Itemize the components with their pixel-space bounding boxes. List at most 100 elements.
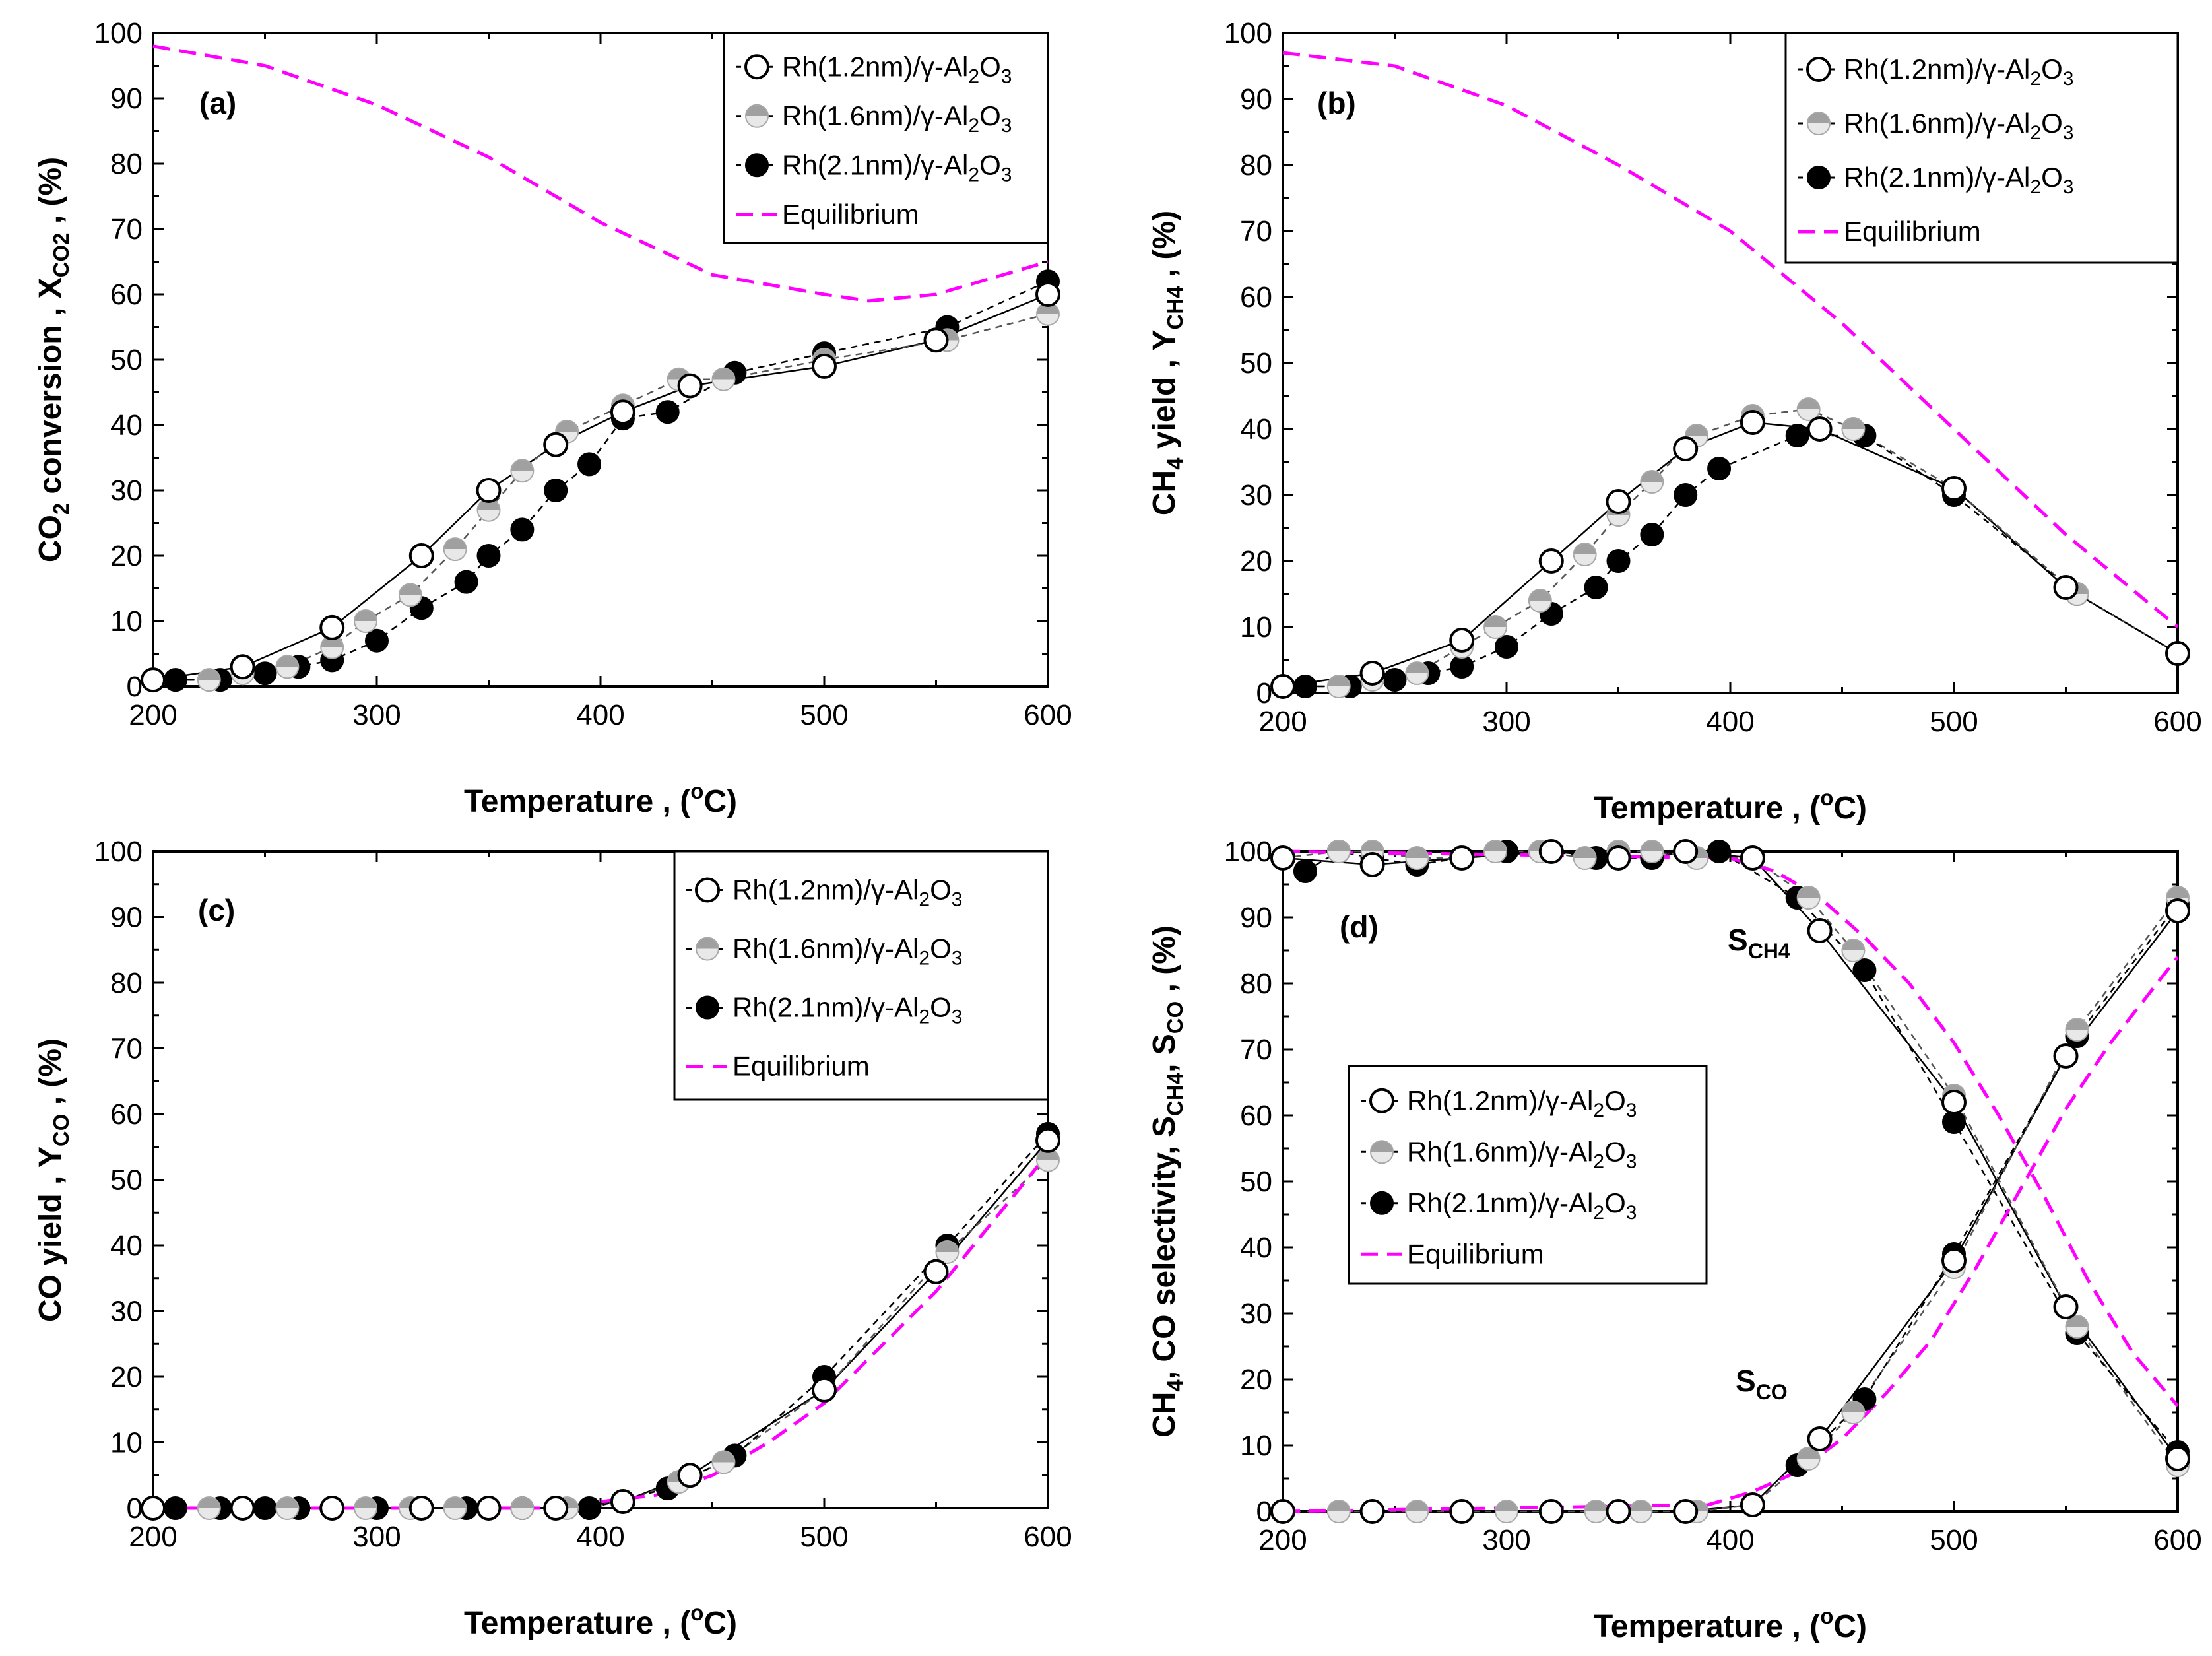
legend-entry-rh12: Rh(1.2nm)/γ-Al2O3 — [686, 875, 962, 911]
data-point-open — [1538, 548, 1564, 574]
y-tick-label: 50 — [1240, 1166, 1272, 1198]
legend-label-rh12: Rh(1.2nm)/γ-Al2O3 — [1407, 1085, 1637, 1121]
y-axis-label: CO yield , YCO , (%) — [33, 1038, 73, 1322]
data-point-half — [443, 537, 467, 562]
data-point-filled — [510, 517, 535, 542]
y-tick-label: 80 — [110, 148, 143, 180]
data-point-filled — [454, 570, 478, 594]
data-point-open — [1449, 628, 1475, 653]
data-point-open — [2165, 641, 2190, 666]
x-tick-label: 500 — [800, 699, 848, 731]
data-point-open — [1035, 282, 1060, 307]
legend-items: Rh(1.2nm)/γ-Al2O3 Rh(1.6nm)/γ-Al2O3 Rh(2… — [1798, 53, 2073, 247]
legend-entry-rh21: Rh(2.1nm)/γ-Al2O3 — [1361, 1187, 1637, 1224]
panel-a-marks: 200 300 400 500 600 0 10 20 30 40 50 60 70 80 90 100 — [94, 17, 1072, 731]
legend-items: Rh(1.2nm)/γ-Al2O3 Rh(1.6nm)/γ-Al2O3 Rh(2… — [736, 51, 1012, 230]
legend-marker-rh16 — [745, 104, 769, 128]
legend-entry-rh21: Rh(2.1nm)/γ-Al2O3 — [736, 149, 1012, 185]
x-axis-label: Temperature , (oC) — [464, 1601, 737, 1641]
legend-entry-rh16: Rh(1.6nm)/γ-Al2O3 — [686, 933, 962, 970]
data-point-filled — [1293, 675, 1317, 698]
data-point-half — [275, 655, 300, 679]
x-tick-label: 400 — [1706, 706, 1754, 738]
data-point-half — [1326, 840, 1351, 863]
y-tick-label: 10 — [110, 605, 143, 638]
data-point-open — [1270, 674, 1295, 699]
y-tick-label: 70 — [1240, 215, 1272, 248]
y-tick-label: 80 — [1240, 968, 1272, 1000]
data-point-open — [1941, 1090, 1967, 1115]
panel-label: (c) — [198, 893, 235, 927]
data-point-filled — [1707, 457, 1732, 480]
data-point-open — [812, 1377, 837, 1403]
legend-entry-rh16: Rh(1.6nm)/γ-Al2O3 — [1361, 1136, 1637, 1172]
legend-entry-rh21: Rh(2.1nm)/γ-Al2O3 — [1798, 162, 2073, 198]
data-point-open — [677, 1463, 703, 1488]
y-tick-label: 90 — [1240, 902, 1272, 934]
data-point-half — [1629, 1500, 1653, 1523]
data-point-open — [2165, 898, 2190, 923]
y-tick-label: 20 — [1240, 545, 1272, 578]
data-point-open — [543, 1496, 569, 1521]
data-point-half — [1326, 1500, 1351, 1523]
panel-b-marks: 200 300 400 500 600 0 10 20 30 40 50 60 70 80 90 100 — [1224, 17, 2202, 738]
x-tick-label: 300 — [1482, 706, 1530, 738]
data-point-half — [354, 609, 378, 633]
legend-label-equilibrium: Equilibrium — [1844, 216, 1981, 247]
legend-marker-rh16 — [1807, 112, 1831, 135]
y-tick-label: 40 — [110, 409, 143, 442]
y-tick-label: 100 — [1224, 836, 1272, 868]
legend-marker-rh21 — [1807, 166, 1831, 189]
data-point-open — [1606, 845, 1631, 871]
y-tick-label: 0 — [1256, 677, 1272, 710]
data-point-half — [1640, 840, 1664, 863]
legend-label-rh21: Rh(2.1nm)/γ-Al2O3 — [732, 992, 962, 1028]
data-point-open — [1807, 416, 1833, 442]
legend-label-rh21: Rh(2.1nm)/γ-Al2O3 — [1407, 1187, 1637, 1224]
y-tick-label: 0 — [127, 1492, 143, 1525]
x-tick-label: 600 — [2153, 706, 2201, 738]
legend-entry-rh12: Rh(1.2nm)/γ-Al2O3 — [1361, 1085, 1637, 1121]
y-tick-label: 50 — [110, 1164, 143, 1197]
data-point-filled — [365, 628, 389, 653]
data-point-half — [354, 1496, 378, 1520]
y-tick-label: 60 — [1240, 1100, 1272, 1132]
y-tick-label: 100 — [94, 17, 143, 50]
data-point-open — [230, 654, 255, 680]
series-line-equilibrium — [1282, 956, 2179, 1513]
legend-box — [723, 32, 1049, 244]
data-point-half — [197, 1496, 221, 1520]
data-point-open — [1606, 489, 1631, 514]
data-point-half — [1796, 1447, 1821, 1471]
data-point-filled — [1450, 655, 1474, 679]
legend-entry-rh12: Rh(1.2nm)/γ-Al2O3 — [1798, 53, 2073, 90]
data-point-open — [1449, 845, 1475, 871]
series-line-equilibrium — [1282, 849, 2179, 1407]
legend-label-rh16: Rh(1.6nm)/γ-Al2O3 — [1407, 1136, 1637, 1172]
data-point-open — [2053, 1294, 2079, 1319]
legend-entry-rh12: Rh(1.2nm)/γ-Al2O3 — [736, 51, 1012, 87]
y-tick-label: 20 — [1240, 1364, 1272, 1396]
legend-label-rh21: Rh(2.1nm)/γ-Al2O3 — [1844, 162, 2073, 198]
y-tick-label: 90 — [1240, 83, 1272, 116]
y-tick-label: 70 — [110, 213, 143, 246]
panel-c-legend: Rh(1.2nm)/γ-Al2O3 Rh(1.6nm)/γ-Al2O3 Rh(2… — [673, 850, 1049, 1101]
panel-a-legend: Rh(1.2nm)/γ-Al2O3 Rh(1.6nm)/γ-Al2O3 Rh(2… — [723, 32, 1049, 244]
data-point-half — [510, 1496, 535, 1520]
data-point-filled — [1674, 483, 1698, 507]
data-point-open — [476, 1496, 502, 1521]
data-point-half — [1528, 589, 1552, 613]
data-point-filled — [1785, 424, 1809, 447]
data-point-open — [2053, 575, 2079, 600]
data-point-open — [319, 614, 345, 640]
panel-b-legend: Rh(1.2nm)/γ-Al2O3 Rh(1.6nm)/γ-Al2O3 Rh(2… — [1784, 32, 2179, 264]
panel-label: (b) — [1317, 86, 1356, 120]
series-line-equilibrium — [1282, 51, 2179, 628]
data-point-half — [1405, 1500, 1429, 1523]
x-tick-label: 600 — [1024, 1521, 1072, 1553]
legend-label-rh12: Rh(1.2nm)/γ-Al2O3 — [782, 51, 1012, 87]
data-point-open — [408, 1496, 434, 1521]
data-point-filled — [1495, 635, 1518, 659]
x-tick-label: 200 — [1258, 706, 1307, 738]
data-point-open — [1606, 1499, 1631, 1524]
